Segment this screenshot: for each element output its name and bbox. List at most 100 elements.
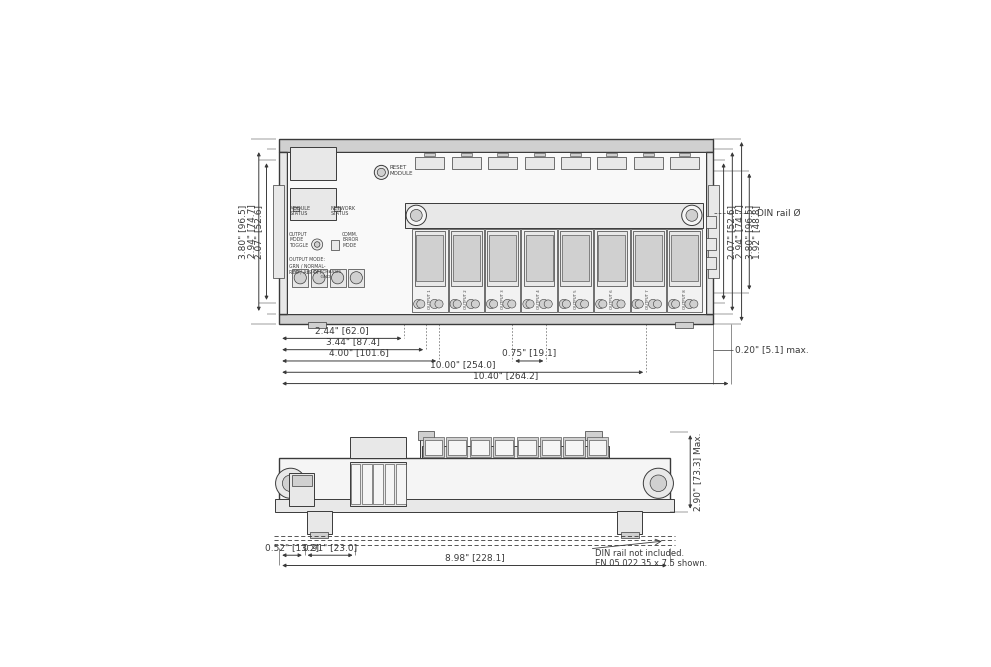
Text: 0.20" [5.1] max.: 0.20" [5.1] max. bbox=[735, 346, 809, 354]
Bar bbox=[560, 231, 591, 285]
Circle shape bbox=[417, 300, 425, 308]
Bar bbox=[586, 431, 602, 440]
Bar bbox=[448, 440, 466, 455]
Bar bbox=[291, 475, 312, 486]
Circle shape bbox=[686, 209, 698, 221]
Bar bbox=[495, 440, 512, 455]
Bar bbox=[620, 532, 638, 538]
Bar bbox=[348, 269, 365, 287]
Bar bbox=[562, 235, 589, 281]
Circle shape bbox=[410, 209, 422, 221]
Text: 3.80" [96.5]: 3.80" [96.5] bbox=[744, 204, 753, 259]
Circle shape bbox=[526, 300, 534, 308]
Bar bbox=[350, 462, 406, 506]
Text: OUTPUT 5: OUTPUT 5 bbox=[574, 289, 578, 309]
Bar bbox=[374, 464, 384, 504]
Circle shape bbox=[596, 299, 605, 309]
Circle shape bbox=[650, 475, 667, 492]
Bar bbox=[488, 231, 518, 285]
Bar bbox=[289, 188, 336, 221]
Circle shape bbox=[435, 300, 443, 308]
Bar bbox=[589, 440, 606, 455]
Text: -VD    +24V   CHASSIS
                    GND: -VD +24V CHASSIS GND bbox=[293, 270, 341, 279]
Bar bbox=[470, 436, 491, 457]
Bar bbox=[679, 153, 690, 156]
Bar bbox=[350, 438, 406, 458]
Text: OUTPUT 2: OUTPUT 2 bbox=[465, 289, 469, 309]
Bar bbox=[667, 229, 703, 312]
Bar bbox=[293, 207, 298, 211]
Text: NETWORK
STATUS: NETWORK STATUS bbox=[331, 205, 356, 217]
Bar bbox=[706, 151, 714, 314]
Bar bbox=[617, 511, 642, 534]
Bar bbox=[598, 157, 626, 169]
Circle shape bbox=[599, 300, 606, 308]
Circle shape bbox=[539, 299, 548, 309]
Bar bbox=[489, 157, 517, 169]
Text: OUTPUT MODE:
GRN / NORMAL-
RED / ALL OFF: OUTPUT MODE: GRN / NORMAL- RED / ALL OFF bbox=[289, 257, 326, 274]
Circle shape bbox=[450, 299, 459, 309]
Bar bbox=[289, 473, 314, 506]
Bar bbox=[461, 153, 472, 156]
Circle shape bbox=[523, 299, 532, 309]
Text: 2.44" [62.0]: 2.44" [62.0] bbox=[315, 325, 369, 335]
Bar bbox=[385, 464, 394, 504]
Bar bbox=[279, 314, 714, 324]
Text: 4.00" [101.6]: 4.00" [101.6] bbox=[329, 348, 389, 358]
Bar bbox=[587, 436, 608, 457]
Bar bbox=[414, 231, 445, 285]
Circle shape bbox=[275, 468, 305, 498]
Bar bbox=[422, 446, 609, 458]
Circle shape bbox=[690, 300, 698, 308]
Bar bbox=[275, 500, 674, 512]
Circle shape bbox=[350, 271, 363, 284]
Text: DIN rail not included.
EN 05 022 35 x 7.5 shown.: DIN rail not included. EN 05 022 35 x 7.… bbox=[595, 549, 707, 568]
Circle shape bbox=[648, 299, 658, 309]
Bar bbox=[606, 153, 617, 156]
Circle shape bbox=[672, 300, 680, 308]
Text: 10.00" [254.0]: 10.00" [254.0] bbox=[430, 360, 496, 369]
Bar bbox=[415, 157, 445, 169]
Bar bbox=[451, 231, 482, 285]
Bar bbox=[490, 235, 516, 281]
Bar bbox=[306, 511, 332, 534]
Text: RESET
MODULE: RESET MODULE bbox=[389, 165, 413, 176]
Text: 2.90" [73.3] Max.: 2.90" [73.3] Max. bbox=[694, 433, 703, 511]
Circle shape bbox=[653, 300, 662, 308]
Text: 0.91" [23.0]: 0.91" [23.0] bbox=[303, 543, 357, 552]
Bar bbox=[708, 185, 718, 277]
Circle shape bbox=[581, 300, 589, 308]
Bar bbox=[630, 229, 666, 312]
Text: 2.07" [52.6]: 2.07" [52.6] bbox=[726, 205, 735, 259]
Bar bbox=[570, 153, 581, 156]
Bar bbox=[521, 229, 557, 312]
Text: 2.94" [74.7]: 2.94" [74.7] bbox=[247, 205, 256, 259]
Bar bbox=[706, 238, 716, 250]
Circle shape bbox=[375, 165, 388, 179]
Text: 3.44" [87.4]: 3.44" [87.4] bbox=[326, 337, 380, 346]
Circle shape bbox=[430, 299, 439, 309]
Bar bbox=[671, 235, 699, 281]
Bar bbox=[287, 151, 706, 314]
Bar bbox=[516, 436, 538, 457]
Bar bbox=[424, 153, 435, 156]
Text: DIN rail Ø: DIN rail Ø bbox=[757, 209, 801, 217]
Circle shape bbox=[559, 299, 569, 309]
Text: 2.07" [52.6]: 2.07" [52.6] bbox=[255, 205, 264, 259]
Bar bbox=[588, 432, 600, 458]
Bar bbox=[412, 229, 448, 312]
Circle shape bbox=[502, 299, 512, 309]
Bar bbox=[292, 269, 308, 287]
Bar bbox=[561, 157, 590, 169]
Text: MODULE
STATUS: MODULE STATUS bbox=[289, 205, 311, 217]
Bar bbox=[279, 458, 670, 508]
Text: OUTPUT 3: OUTPUT 3 bbox=[500, 289, 504, 309]
Circle shape bbox=[282, 475, 299, 492]
Bar bbox=[449, 229, 484, 312]
Circle shape bbox=[617, 300, 625, 308]
Circle shape bbox=[406, 205, 426, 225]
Bar bbox=[310, 532, 328, 538]
Bar bbox=[472, 440, 490, 455]
Bar bbox=[494, 436, 514, 457]
Bar bbox=[362, 464, 372, 504]
